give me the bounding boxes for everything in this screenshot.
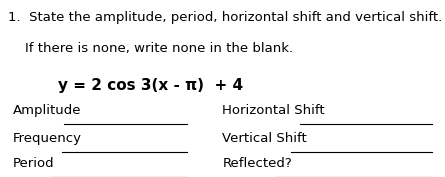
Text: Horizontal Shift: Horizontal Shift bbox=[222, 104, 325, 117]
Text: If there is none, write none in the blank.: If there is none, write none in the blan… bbox=[8, 42, 293, 55]
Text: Period: Period bbox=[12, 157, 54, 170]
Text: 1.  State the amplitude, period, horizontal shift and vertical shift.: 1. State the amplitude, period, horizont… bbox=[8, 11, 442, 24]
Text: y = 2 cos 3(x - π)  + 4: y = 2 cos 3(x - π) + 4 bbox=[58, 78, 243, 93]
Text: Frequency: Frequency bbox=[12, 132, 81, 145]
Text: Reflected?: Reflected? bbox=[222, 157, 292, 170]
Text: Vertical Shift: Vertical Shift bbox=[222, 132, 307, 145]
Text: Amplitude: Amplitude bbox=[12, 104, 81, 117]
